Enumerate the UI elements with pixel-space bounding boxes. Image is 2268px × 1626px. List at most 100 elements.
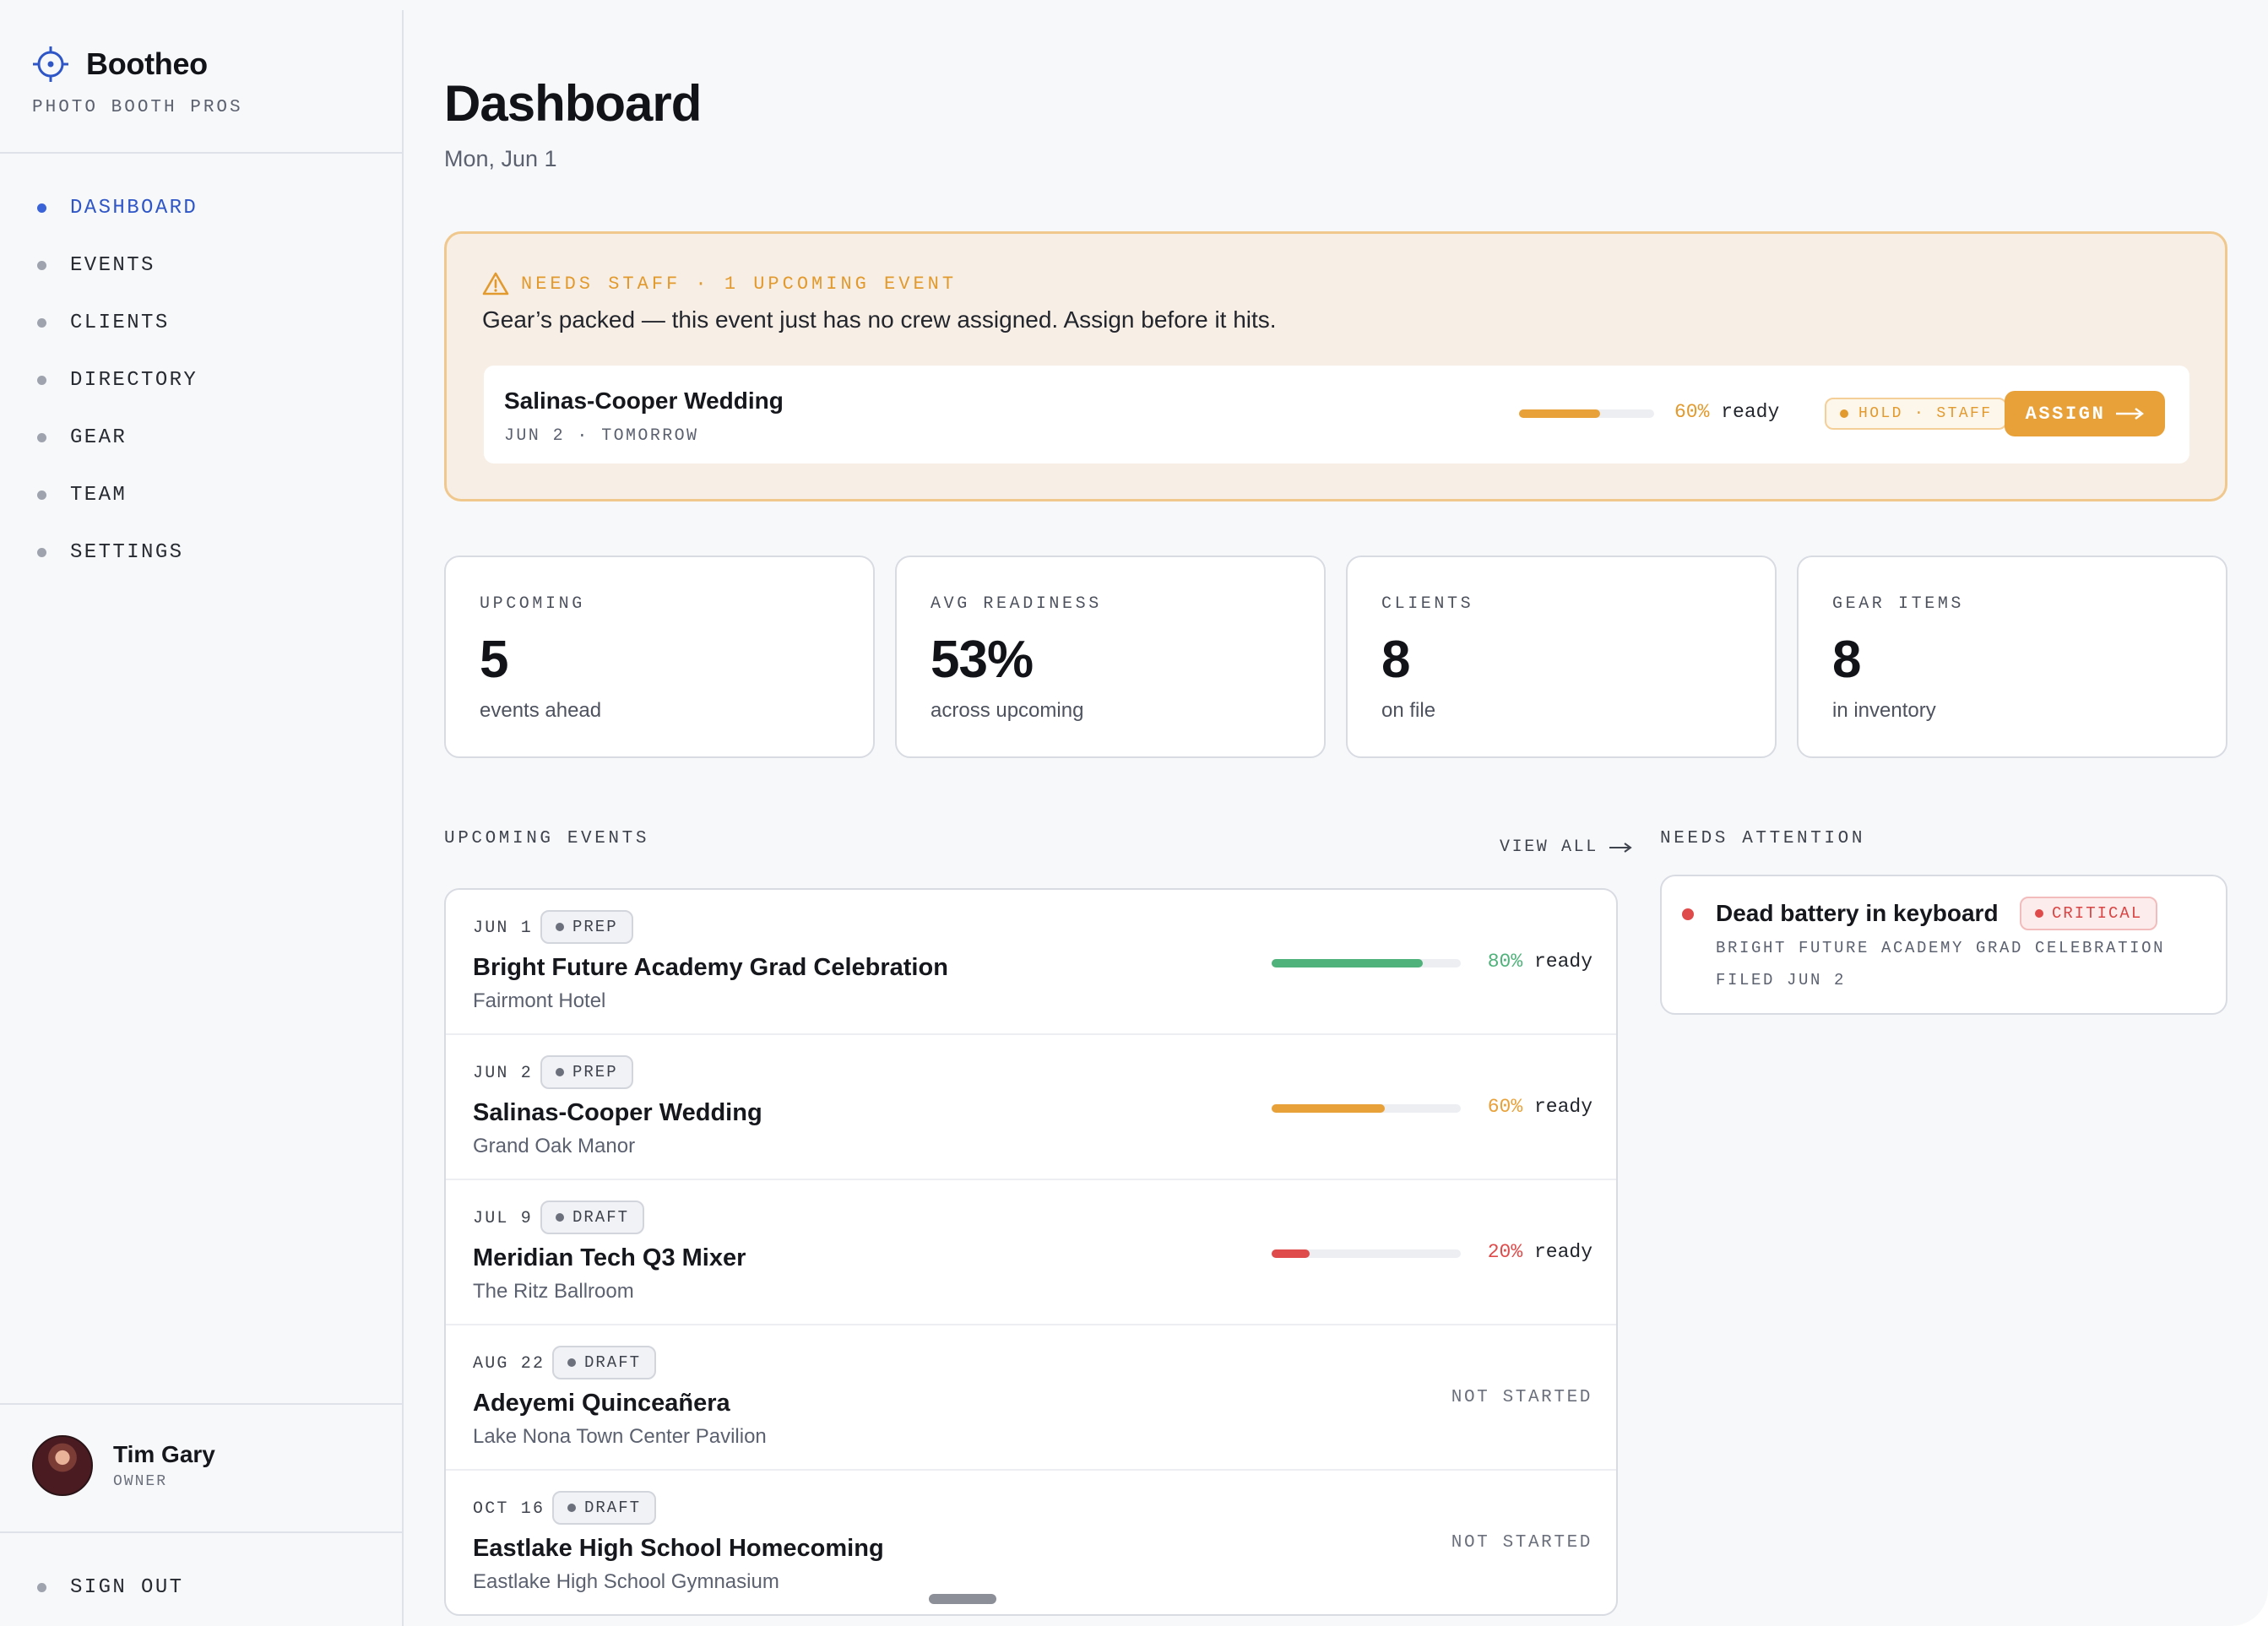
- event-name: Meridian Tech Q3 Mixer: [473, 1244, 746, 1271]
- stat-value: 8: [1381, 631, 1410, 689]
- upcoming-events-heading: UPCOMING EVENTS: [444, 829, 650, 848]
- stat-subtext: events ahead: [480, 699, 602, 722]
- readiness-bar-fill: [1272, 959, 1424, 967]
- sidebar-item-clients[interactable]: CLIENTS: [0, 294, 404, 351]
- view-all-link[interactable]: VIEW ALL: [1500, 837, 1632, 857]
- readiness-label: ready: [1721, 401, 1780, 423]
- stat-subtext: on file: [1381, 699, 1436, 722]
- page-title: Dashboard: [444, 75, 702, 132]
- unstaffed-event-card[interactable]: Salinas-Cooper Wedding JUN 2 · TOMORROW …: [484, 366, 2189, 463]
- event-venue: Fairmont Hotel: [473, 989, 606, 1012]
- event-row[interactable]: JUN 1 PREP Bright Future Academy Grad Ce…: [446, 890, 1616, 1035]
- bullet-icon: [37, 490, 46, 500]
- event-name: Salinas-Cooper Wedding: [504, 388, 784, 414]
- status-badge: PREP: [540, 1055, 633, 1089]
- stat-card-clients[interactable]: CLIENTS 8 on file: [1346, 556, 1777, 758]
- status-dot-icon: [556, 1213, 564, 1222]
- event-row[interactable]: OCT 16 DRAFT Eastlake High School Homeco…: [446, 1471, 1616, 1614]
- user-name: Tim Gary: [113, 1441, 215, 1467]
- sidebar-item-gear[interactable]: GEAR: [0, 409, 404, 466]
- user-profile[interactable]: Tim Gary OWNER: [32, 1435, 215, 1496]
- needs-attention-heading: NEEDS ATTENTION: [1660, 829, 1866, 848]
- sidebar-item-label: CLIENTS: [70, 311, 170, 334]
- stat-label: AVG READINESS: [931, 594, 1102, 614]
- event-name: Eastlake High School Homecoming: [473, 1535, 884, 1562]
- sidebar-item-dashboard[interactable]: DASHBOARD: [0, 179, 404, 236]
- page-date: Mon, Jun 1: [444, 146, 557, 171]
- sidebar-item-settings[interactable]: SETTINGS: [0, 523, 404, 581]
- sign-out-label: SIGN OUT: [70, 1575, 184, 1599]
- upcoming-events-list: JUN 1 PREP Bright Future Academy Grad Ce…: [444, 888, 1618, 1616]
- readiness-label: ready: [1533, 1241, 1592, 1263]
- event-venue: The Ritz Ballroom: [473, 1280, 634, 1303]
- readiness-bar-fill: [1519, 409, 1600, 418]
- status-badge-label: DRAFT: [584, 1499, 642, 1517]
- readiness-percent: 60%: [1674, 401, 1710, 423]
- readiness-bar-fill: [1272, 1249, 1310, 1258]
- status-dot-icon: [567, 1358, 576, 1367]
- crosshair-icon: [33, 46, 68, 82]
- bullet-icon: [37, 547, 46, 557]
- bullet-icon: [37, 260, 46, 270]
- stat-subtext: across upcoming: [931, 699, 1084, 722]
- issue-event: BRIGHT FUTURE ACADEMY GRAD CELEBRATION: [1716, 939, 2166, 957]
- status-badge-label: DRAFT: [572, 1208, 630, 1227]
- issue-title: Dead battery in keyboard: [1716, 900, 1999, 926]
- event-date: JUN 2 · TOMORROW: [504, 426, 699, 446]
- event-name: Adeyemi Quinceañera: [473, 1390, 730, 1417]
- sidebar-item-directory[interactable]: DIRECTORY: [0, 351, 404, 409]
- status-badge-label: PREP: [572, 918, 618, 936]
- event-date: JUL 9: [473, 1209, 534, 1228]
- assign-button[interactable]: ASSIGN: [2005, 391, 2165, 436]
- sidebar-item-label: SETTINGS: [70, 540, 184, 564]
- stat-label: CLIENTS: [1381, 594, 1474, 614]
- status-badge: PREP: [540, 910, 633, 944]
- sidebar-item-events[interactable]: EVENTS: [0, 236, 404, 294]
- status-badge: DRAFT: [540, 1201, 645, 1234]
- main-content: Dashboard Mon, Jun 1 NEEDS STAFF · 1 UPC…: [444, 0, 2227, 1626]
- readiness-bar: [1519, 409, 1654, 418]
- event-date: AUG 22: [473, 1354, 545, 1374]
- bullet-icon: [37, 432, 46, 442]
- not-started-label: NOT STARTED: [1451, 1533, 1592, 1553]
- readiness-label: ready: [1533, 1096, 1592, 1118]
- event-venue: Grand Oak Manor: [473, 1135, 636, 1157]
- event-date: JUN 2: [473, 1064, 534, 1083]
- bullet-icon: [37, 317, 46, 328]
- event-venue: Lake Nona Town Center Pavilion: [473, 1425, 767, 1448]
- stat-value: 5: [480, 631, 508, 689]
- status-badge-label: PREP: [572, 1063, 618, 1081]
- status-badge: DRAFT: [552, 1491, 657, 1525]
- sidebar-nav: DASHBOARD EVENTS CLIENTS DIRECTORY GEAR …: [0, 179, 404, 581]
- stat-card-upcoming[interactable]: UPCOMING 5 events ahead: [444, 556, 875, 758]
- sidebar-item-team[interactable]: TEAM: [0, 466, 404, 523]
- readiness-bar-fill: [1272, 1104, 1386, 1113]
- status-dot-icon: [1840, 409, 1848, 418]
- status-badge-label: HOLD · STAFF: [1858, 405, 1993, 422]
- stat-card-avg-readiness[interactable]: AVG READINESS 53% across upcoming: [895, 556, 1326, 758]
- event-row[interactable]: AUG 22 DRAFT Adeyemi Quinceañera Lake No…: [446, 1325, 1616, 1471]
- sidebar-divider: [0, 152, 404, 154]
- sidebar-item-label: DIRECTORY: [70, 368, 198, 392]
- stat-label: UPCOMING: [480, 594, 585, 614]
- sign-out-link[interactable]: SIGN OUT: [0, 1558, 404, 1616]
- event-name: Salinas-Cooper Wedding: [473, 1099, 762, 1126]
- assign-button-label: ASSIGN: [2025, 403, 2106, 425]
- sidebar-item-label: TEAM: [70, 483, 128, 507]
- alert-title: NEEDS STAFF · 1 UPCOMING EVENT: [521, 273, 958, 295]
- arrow-right-icon: [1609, 842, 1632, 853]
- event-row[interactable]: JUN 2 PREP Salinas-Cooper Wedding Grand …: [446, 1035, 1616, 1180]
- scroll-handle[interactable]: [929, 1594, 996, 1604]
- sidebar-divider: [0, 1531, 404, 1533]
- severity-badge: CRITICAL: [2020, 897, 2158, 930]
- event-row[interactable]: JUL 9 DRAFT Meridian Tech Q3 Mixer The R…: [446, 1180, 1616, 1325]
- bullet-icon: [37, 1582, 46, 1592]
- warning-triangle-icon: [482, 272, 509, 295]
- issue-filed-date: FILED JUN 2: [1716, 971, 1847, 989]
- attention-card[interactable]: Dead battery in keyboard CRITICAL BRIGHT…: [1660, 875, 2227, 1015]
- stat-card-gear-items[interactable]: GEAR ITEMS 8 in inventory: [1797, 556, 2227, 758]
- brand[interactable]: Bootheo PHOTO BOOTH PROS: [32, 42, 370, 117]
- readiness-text: 60% ready: [1488, 1096, 1592, 1118]
- alert-dot-icon: [1682, 908, 1694, 920]
